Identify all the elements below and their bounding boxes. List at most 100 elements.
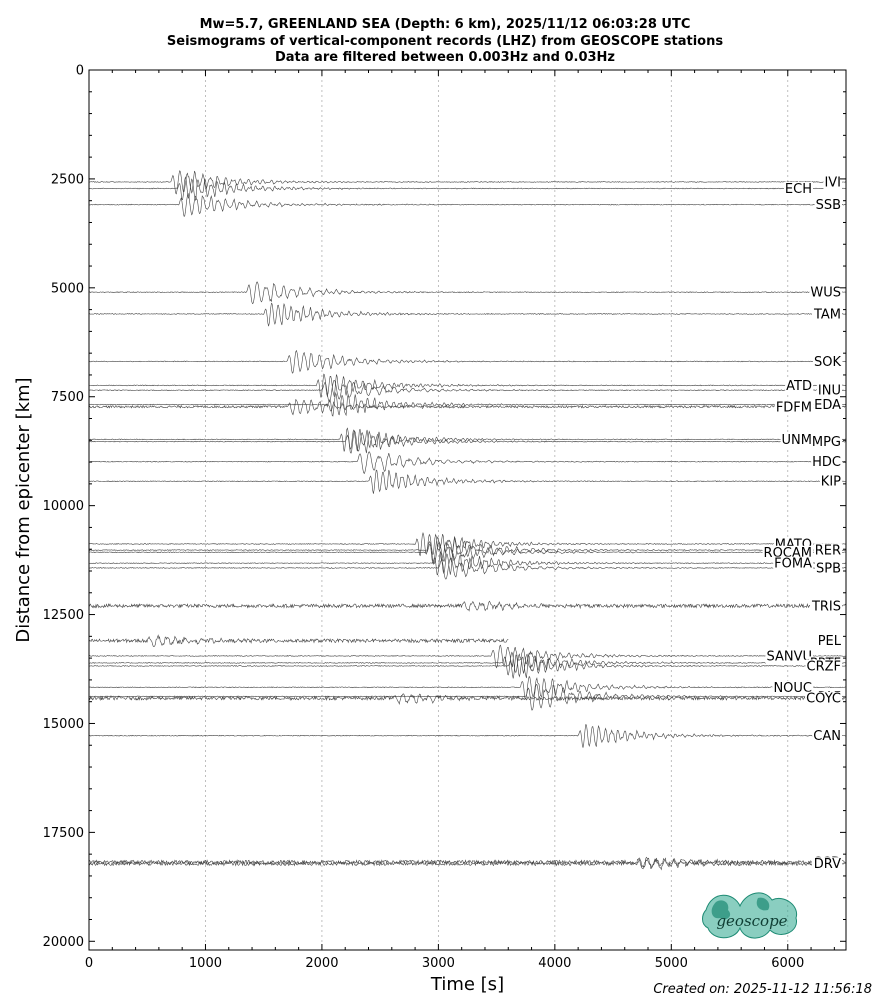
trace-inu [88,380,846,403]
station-label: CRZF [807,659,842,674]
station-label: TAM [813,307,841,322]
trace-kip [88,469,846,494]
logo-continent-shape [711,897,770,920]
station-label: UNM [782,433,812,448]
station-label-bg [823,175,842,191]
x-tick-label: 1000 [189,956,222,971]
station-label: HDC [812,455,841,470]
trace-mpg [88,430,846,454]
axis-ticks: 0 1000 2000 3000 4000 5000 6000 0 2500 5000 7500 10… [43,64,846,971]
created-timestamp: Created on: 2025-11-12 11:56:18 [653,982,872,997]
station-label: TRIS [811,599,841,614]
station-label-bg [773,556,814,572]
trace-atd [89,373,846,398]
y-tick-label: 12500 [43,608,84,623]
y-tick-label: 10000 [43,499,84,514]
trace-paf [88,684,846,711]
trace-nouc [88,675,846,700]
plot-frame [88,69,847,951]
trace-mato [88,532,846,557]
trace-tam [88,302,846,327]
x-tick-label: 0 [85,956,93,971]
station-label: WUS [810,286,841,301]
station-label-bg [816,383,842,399]
station-label: SANVU [766,649,812,664]
station-label: INU [818,384,841,399]
x-tick-label: 4000 [538,956,571,971]
trace-pel [88,634,509,647]
station-label: CAN [813,729,841,744]
trace-spb [88,557,846,580]
station-label: COYC [806,692,841,707]
station-label-bg [780,432,813,448]
station-label: SOK [814,355,841,370]
trace-hdc [88,451,846,475]
y-axis-label: Distance from epicenter [km] [13,377,34,642]
trace-rer [88,536,846,565]
y-tick-label: 5000 [51,281,84,296]
x-tick-label: 2000 [305,956,338,971]
station-label-bg [810,435,842,451]
x-tick-label: 5000 [655,956,688,971]
trace-rocam [88,541,846,564]
station-label-bg [809,599,842,615]
station-label: PEL [818,634,842,649]
station-label-bg [811,307,842,323]
trace-sok [88,349,846,374]
station-label-bg [814,198,842,214]
trace-drv [88,858,847,871]
chart-title: Mw=5.7, GREENLAND SEA (Depth: 6 km), 202… [0,17,890,67]
y-tick-label: 20000 [43,935,84,950]
station-label: NOUC [773,681,812,696]
station-label: ECH [785,182,812,197]
trace-eda [88,391,847,417]
y-tick-label: 7500 [51,390,84,405]
trace-pptf [88,651,846,676]
title-line-2: Seismograms of vertical-component record… [166,33,724,49]
station-label-bg [805,659,842,675]
station-label-bg [812,729,842,745]
trace-unm [88,427,846,452]
trace-crzf [88,654,846,679]
x-tick-label: 3000 [422,956,455,971]
x-axis-label: Time [s] [430,974,504,995]
y-tick-label: 0 [76,64,84,79]
station-label: DRV [814,857,841,872]
grid-lines [205,70,789,950]
station-label-bg [813,398,843,414]
y-tick-label: 15000 [43,717,84,732]
station-label: SSB [816,198,841,213]
station-label: SPB [816,561,841,576]
station-label: FOMA [774,557,812,572]
trace-ech [88,176,846,202]
station-label: EDA [814,398,841,413]
station-label-bg [783,181,813,197]
geoscope-logo: geoscope [700,888,804,948]
station-label: KIP [821,475,841,490]
trace-can [88,723,846,748]
trace-fdfm [88,398,846,416]
station-label: ATD [786,379,812,394]
trace-foma [88,550,846,576]
trace-ivi [88,170,846,195]
station-label-bg [805,691,842,707]
title-line-1: Mw=5.7, GREENLAND SEA (Depth: 6 km), 202… [199,17,691,32]
station-label: IVI [824,175,841,190]
trace-sanvu [88,644,846,669]
station-label-bg [812,857,843,873]
station-label-bg [816,634,843,650]
y-tick-label: 17500 [43,826,84,841]
trace-ccd [88,856,846,868]
trace-tris [88,600,847,612]
station-label-bg [785,378,813,394]
y-tick-label: 2500 [51,172,84,187]
station-label-bg [813,543,842,559]
station-label: RER [815,544,841,559]
station-label: MPG [812,435,841,450]
trace-group [88,170,847,871]
station-label: FDFM [776,400,812,415]
station-label-bg [812,354,843,370]
station-label-bg [765,649,813,665]
x-tick-label: 6000 [771,956,804,971]
